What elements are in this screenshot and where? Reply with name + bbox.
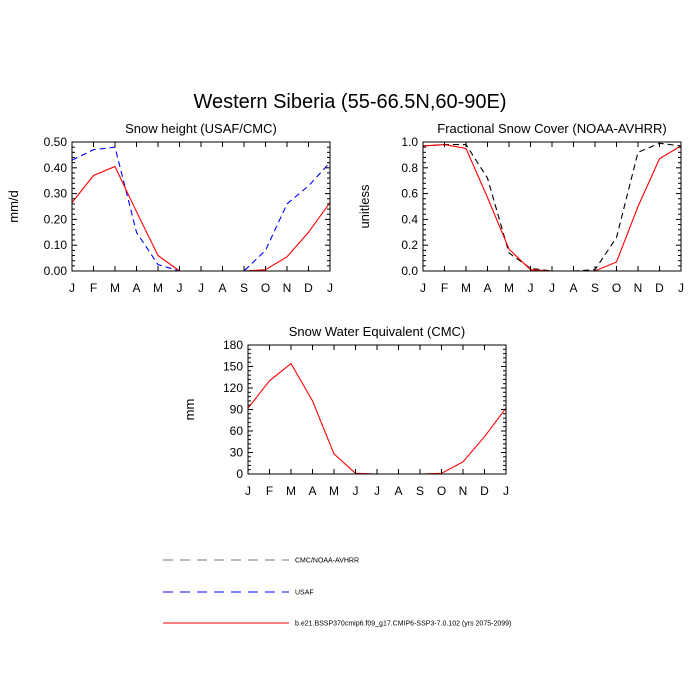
y-axis-label: mm — [182, 399, 197, 421]
y-tick-label: 0.4 — [401, 212, 418, 226]
y-tick-label: 60 — [230, 424, 244, 438]
series-line-2 — [422, 144, 682, 272]
y-tick-label: 150 — [223, 360, 243, 374]
x-tick-label: M — [504, 281, 514, 295]
x-tick-label: D — [655, 281, 664, 295]
y-tick-label: 0.2 — [401, 238, 418, 252]
y-tick-label: 1.0 — [401, 135, 418, 149]
x-tick-label: S — [591, 281, 599, 295]
x-tick-label: J — [420, 281, 426, 295]
y-tick-label: 0.20 — [44, 212, 68, 226]
legend-label-3: b.e21.BSSP370cmip6.f09_g17.CMIP6-SSP3-7.… — [295, 621, 511, 628]
legend-label-1: CMC/NOAA-AVHRR — [295, 558, 359, 565]
x-tick-label: M — [110, 281, 120, 295]
x-tick-label: M — [461, 281, 471, 295]
x-tick-label: D — [304, 281, 313, 295]
panel-3: Snow Water Equivalent (CMC) mm 0 30 60 90 120 1… — [182, 324, 509, 498]
y-tick-label: 0.0 — [401, 264, 418, 278]
y-tick-label: 0 — [236, 467, 243, 481]
x-tick-label: J — [245, 484, 251, 498]
x-tick-label: A — [569, 281, 577, 295]
x-tick-label: J — [503, 484, 509, 498]
x-tick-label: N — [283, 281, 292, 295]
y-tick-label: 0.6 — [401, 187, 418, 201]
x-tick-label: F — [266, 484, 273, 498]
x-tick-label: J — [69, 281, 75, 295]
panel-title: Snow Water Equivalent (CMC) — [289, 324, 466, 339]
panel-title: Snow height (USAF/CMC) — [125, 121, 277, 136]
x-tick-label: M — [329, 484, 339, 498]
panel-2: Fractional Snow Cover (NOAA-AVHRR) unitle… — [357, 121, 684, 295]
y-axis-label: mm/d — [6, 190, 21, 223]
x-tick-label: J — [374, 484, 380, 498]
y-tick-label: 90 — [230, 403, 244, 417]
y-tick-label: 0.40 — [44, 161, 68, 175]
plot-frame — [247, 344, 507, 475]
y-tick-label: 0.00 — [44, 264, 68, 278]
x-tick-label: J — [177, 281, 183, 295]
y-axis-label: unitless — [357, 184, 372, 229]
legend: CMC/NOAA-AVHRR USAF b.e21.BSSP370cmip6.f09… — [163, 558, 511, 628]
series-line-2 — [71, 165, 331, 272]
x-tick-label: S — [240, 281, 248, 295]
x-tick-label: J — [549, 281, 555, 295]
x-tick-label: M — [153, 281, 163, 295]
x-tick-label: M — [286, 484, 296, 498]
x-tick-label: O — [437, 484, 446, 498]
x-tick-label: A — [132, 281, 140, 295]
figure-title: Western Siberia (55-66.5N,60-90E) — [193, 91, 506, 113]
x-tick-label: A — [394, 484, 402, 498]
x-tick-label: J — [528, 281, 534, 295]
y-tick-label: 0.30 — [44, 187, 68, 201]
x-tick-label: N — [459, 484, 468, 498]
x-tick-label: O — [261, 281, 270, 295]
y-tick-label: 180 — [223, 338, 243, 352]
series-line-2 — [247, 362, 507, 475]
x-tick-label: F — [441, 281, 448, 295]
y-tick-label: 120 — [223, 381, 243, 395]
series-line-1 — [71, 146, 331, 272]
y-tick-label: 0.8 — [401, 161, 418, 175]
x-tick-label: A — [308, 484, 316, 498]
x-tick-label: A — [218, 281, 226, 295]
y-tick-label: 0.50 — [44, 135, 68, 149]
x-tick-label: S — [416, 484, 424, 498]
y-tick-label: 0.10 — [44, 238, 68, 252]
x-tick-label: J — [327, 281, 333, 295]
x-tick-label: A — [483, 281, 491, 295]
plot-frame — [422, 141, 682, 272]
x-tick-label: J — [198, 281, 204, 295]
y-tick-label: 30 — [230, 446, 244, 460]
legend-label-2: USAF — [295, 590, 314, 597]
x-tick-label: N — [634, 281, 643, 295]
x-tick-label: D — [480, 484, 489, 498]
panel-1: Snow height (USAF/CMC) mm/d 0.00 0.10 0.20 0.… — [6, 121, 333, 295]
panel-title: Fractional Snow Cover (NOAA-AVHRR) — [437, 121, 666, 136]
x-tick-label: O — [612, 281, 621, 295]
x-tick-label: J — [678, 281, 684, 295]
x-tick-label: F — [90, 281, 97, 295]
series-line-1 — [422, 142, 682, 272]
x-tick-label: J — [353, 484, 359, 498]
